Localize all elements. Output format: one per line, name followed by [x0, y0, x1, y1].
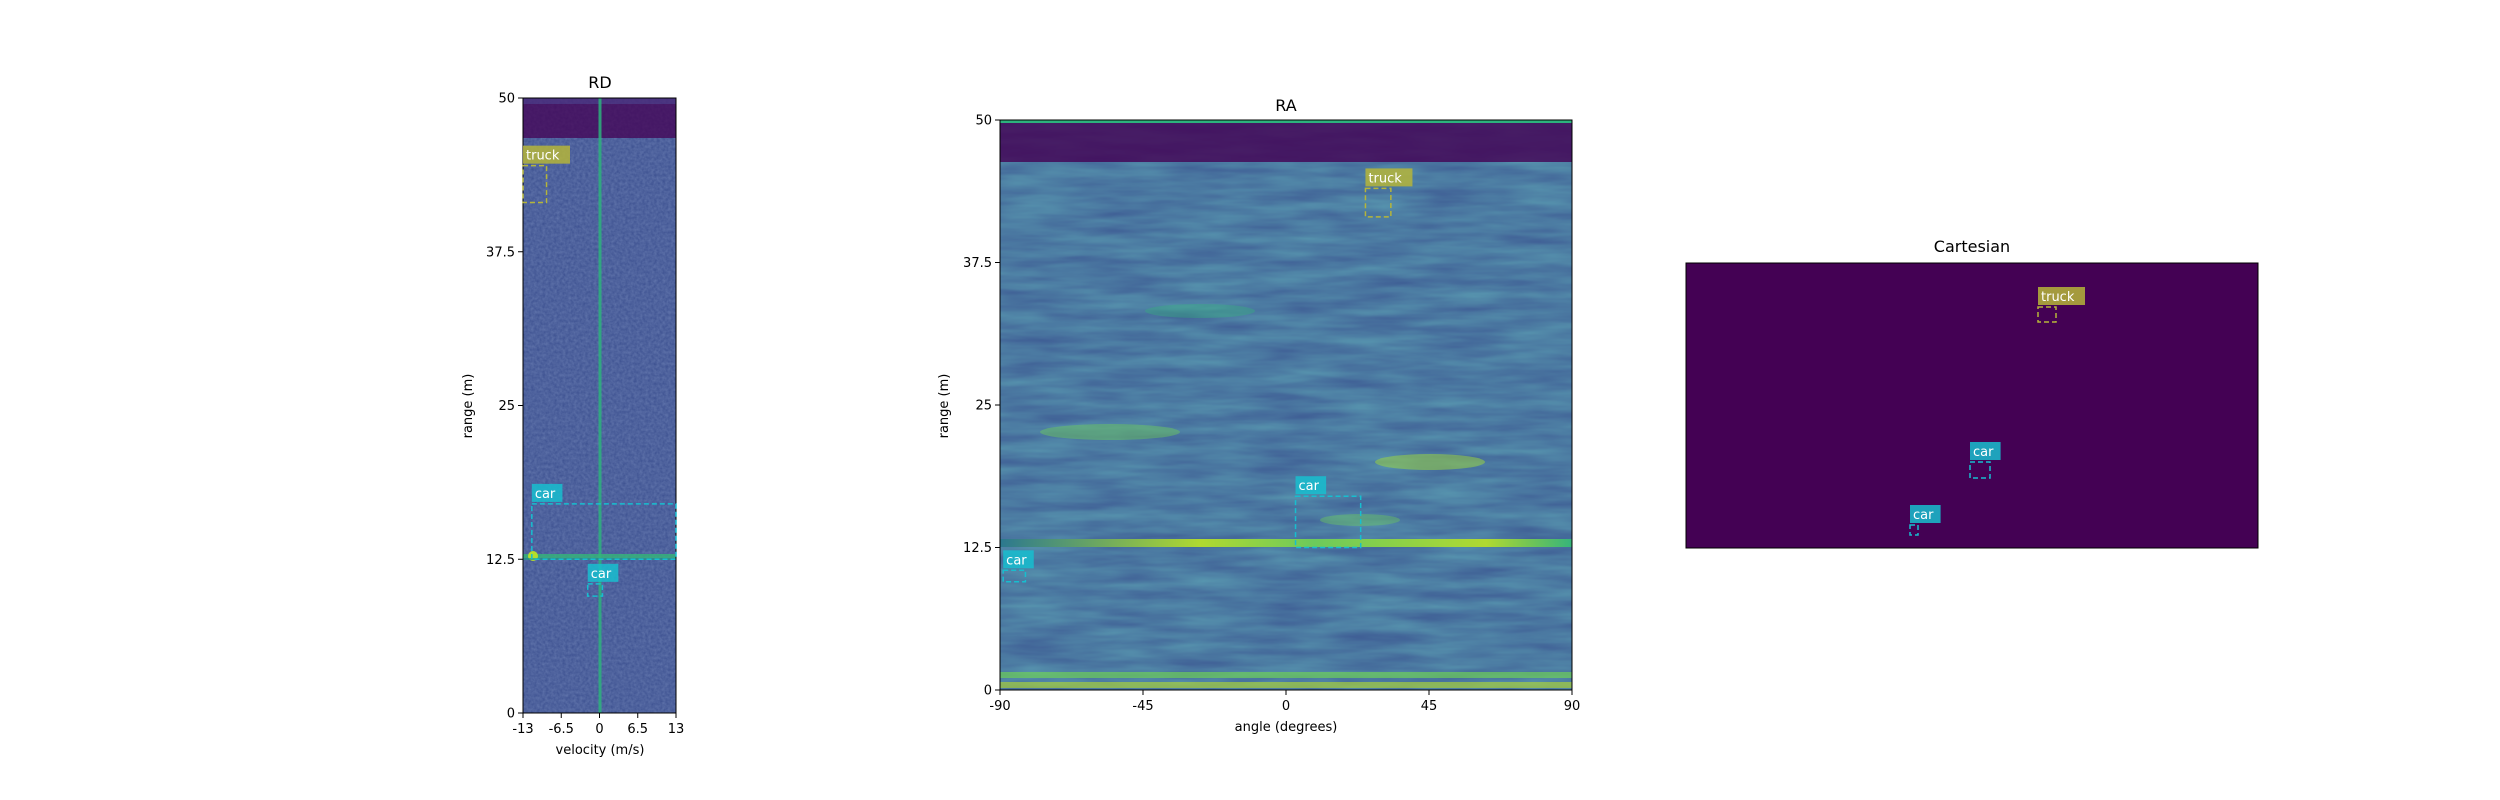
y-tick-label: 12.5 [963, 541, 992, 556]
x-tick-label: 0 [1282, 699, 1290, 714]
x-tick-label: 6.5 [627, 722, 648, 737]
detection-label: truck [526, 149, 560, 164]
detection-label: car [1913, 508, 1934, 523]
ra-xlabel: angle (degrees) [1235, 720, 1338, 735]
rd-heatmap [523, 98, 676, 713]
detection-label-bg [1295, 476, 1327, 495]
x-tick-label: 0 [595, 722, 603, 737]
detection-box [1909, 524, 1919, 536]
x-tick-label: -6.5 [549, 722, 574, 737]
ra-axes: -90 -45 0 45 90 0 12.5 25 37.5 50 [963, 114, 1580, 715]
detection-label-bg [1003, 550, 1034, 569]
detection-label-bg [531, 483, 563, 502]
x-tick-label: -45 [1132, 699, 1153, 714]
x-tick-label: 90 [1564, 699, 1581, 714]
y-tick-label: 25 [975, 399, 992, 414]
detection-box [1969, 461, 1991, 479]
rd-axes: -13 -6.5 0 6.5 13 0 12.5 25 37.5 50 [486, 92, 684, 738]
ra-ylabel: range (m) [937, 374, 952, 439]
cartesian-title: Cartesian [1934, 237, 2010, 256]
detection-box [531, 503, 677, 560]
ra-detection-boxes: truck car car [1002, 168, 1413, 583]
detection-label: car [1299, 479, 1320, 494]
y-tick-label: 0 [507, 707, 515, 722]
y-tick-label: 50 [975, 114, 992, 129]
y-tick-label: 0 [984, 684, 992, 699]
rd-detection-boxes: truck car car [522, 145, 677, 597]
detection-box [1002, 569, 1027, 583]
y-tick-label: 25 [498, 399, 515, 414]
detection-box [1294, 495, 1362, 549]
y-tick-label: 50 [498, 92, 515, 107]
rd-title: RD [588, 73, 611, 92]
cartesian-panel: Cartesian truck car car [1685, 237, 2259, 549]
x-tick-label: -90 [989, 699, 1010, 714]
detection-box [522, 164, 548, 204]
ra-heatmap [1000, 120, 1572, 690]
detection-label-bg [1970, 442, 2001, 460]
cartesian-plot [1685, 262, 2259, 549]
x-tick-label: 45 [1421, 699, 1438, 714]
detection-label: car [535, 487, 556, 502]
detection-box [2037, 306, 2057, 323]
rd-ylabel: range (m) [461, 374, 476, 439]
detection-label: truck [1368, 171, 1402, 186]
detection-label-bg [1365, 168, 1413, 187]
y-tick-label: 12.5 [486, 553, 515, 568]
rd-panel: RD -13 -6.5 0 6.5 13 0 12.5 25 37.5 50 truck car ca… [461, 73, 684, 758]
x-tick-label: -13 [512, 722, 533, 737]
y-tick-label: 37.5 [486, 245, 515, 260]
detection-label-bg [2038, 287, 2085, 305]
detection-label-bg [1910, 505, 1941, 523]
x-tick-label: 13 [668, 722, 685, 737]
detection-label-bg [587, 563, 619, 582]
ra-title: RA [1275, 96, 1296, 115]
detection-label: car [1006, 553, 1027, 568]
detection-label: car [591, 567, 612, 582]
y-tick-label: 37.5 [963, 256, 992, 271]
detection-box [586, 583, 604, 597]
rd-xlabel: velocity (m/s) [556, 743, 645, 758]
detection-label: truck [2041, 290, 2075, 305]
detection-label: car [1973, 445, 1994, 460]
detection-label-bg [523, 145, 570, 164]
cartesian-detection-boxes: truck car car [1909, 287, 2085, 536]
detection-box [1364, 187, 1392, 218]
